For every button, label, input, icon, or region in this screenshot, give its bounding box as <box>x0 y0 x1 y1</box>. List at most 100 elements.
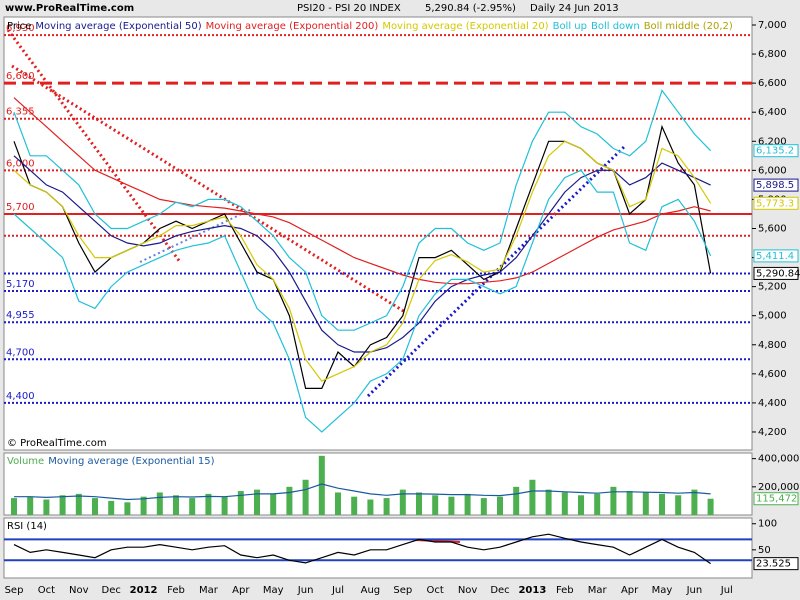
bar <box>448 496 455 515</box>
bar <box>545 489 552 515</box>
legend-entry: Moving average (Exponential 50) <box>35 21 201 32</box>
level-label: 6,000 <box>6 158 35 169</box>
y-tick-label: 6,600 <box>758 78 787 89</box>
x-tick-label: Sep <box>5 585 24 596</box>
level-label: 6,355 <box>6 107 35 118</box>
x-tick-label: Feb <box>556 585 574 596</box>
x-tick-label: Mar <box>199 585 219 596</box>
x-tick-label: Jun <box>686 585 703 596</box>
bar <box>642 492 649 515</box>
chart-title: PSI20 - PSI 20 INDEX <box>297 3 401 14</box>
level-label: 5,170 <box>6 279 35 290</box>
period: Daily 24 Jun 2013 <box>530 3 619 14</box>
bar <box>513 486 520 515</box>
y-tick-label: 4,800 <box>758 340 787 351</box>
x-tick-label: Dec <box>102 585 121 596</box>
last-value-box <box>753 144 799 158</box>
last-value-label: 5,411.4 <box>756 251 794 262</box>
bar <box>626 491 633 515</box>
bar <box>691 489 698 515</box>
y-tick-label: 100 <box>758 519 777 530</box>
level-label: 6,930 <box>6 23 35 34</box>
bar <box>383 498 390 515</box>
trend-line <box>6 29 182 263</box>
series-line <box>13 97 711 285</box>
bar <box>140 496 147 515</box>
bar <box>416 492 422 515</box>
bar <box>189 498 196 515</box>
legend-entry: Boll middle (20,2) <box>644 21 733 32</box>
series-line <box>13 155 711 353</box>
bar <box>270 493 277 515</box>
bar <box>205 493 212 515</box>
last-value-label: 23.525 <box>756 559 791 570</box>
bar <box>108 500 115 515</box>
series-line <box>14 483 711 501</box>
bar <box>578 495 584 515</box>
bar <box>480 498 487 515</box>
legend-entry: Moving average (Exponential 20) <box>382 21 548 32</box>
y-tick-label: 6,800 <box>758 49 787 60</box>
last-value-label: 5,898.5 <box>756 180 794 191</box>
x-tick-label: Apr <box>232 585 250 596</box>
x-tick-label: May <box>263 585 284 596</box>
x-tick-label: Aug <box>361 585 381 596</box>
y-tick-label: 5,200 <box>758 282 787 293</box>
x-tick-label: May <box>652 585 673 596</box>
x-tick-label: Sep <box>393 585 412 596</box>
rsi-panel <box>3 517 753 579</box>
bar <box>11 498 17 515</box>
trend-line <box>11 64 406 314</box>
bar <box>173 495 179 515</box>
bar <box>43 499 50 515</box>
x-tick-label: Jun <box>297 585 314 596</box>
legend-entry: Boll up <box>553 21 587 32</box>
last-value-box <box>753 492 799 506</box>
y-tick-label: 4,200 <box>758 427 787 438</box>
bar <box>367 499 374 515</box>
legend-entry: Moving average (Exponential 15) <box>48 456 214 467</box>
bar <box>318 455 325 515</box>
x-tick-label: Mar <box>588 585 608 596</box>
legend-entry: Price <box>7 21 31 32</box>
y-tick-label: 4,600 <box>758 369 787 380</box>
bar <box>254 489 260 515</box>
y-tick-label: 50 <box>758 545 771 556</box>
level-label: 4,700 <box>6 347 35 358</box>
x-tick-label: Nov <box>458 585 478 596</box>
x-tick-label: Jul <box>720 585 733 596</box>
x-tick-label: 2012 <box>130 585 158 596</box>
y-tick-label: 6,000 <box>758 165 787 176</box>
legend-entry: Volume <box>7 456 44 467</box>
last-value-box <box>753 178 799 192</box>
x-tick-label: 2013 <box>518 585 546 596</box>
y-tick-label: 400,000 <box>758 454 799 465</box>
level-label: 4,955 <box>6 310 35 321</box>
source: www.ProRealTime.com <box>5 3 134 14</box>
series-line <box>13 533 711 565</box>
legend-entry: Boll down <box>591 21 640 32</box>
x-tick-label: Jul <box>331 585 344 596</box>
legend-entry: Moving average (Exponential 200) <box>206 21 379 32</box>
level-label: 6,600 <box>6 71 35 82</box>
x-tick-label: Apr <box>621 585 639 596</box>
series-line <box>13 169 712 433</box>
y-tick-label: 6,200 <box>758 136 787 147</box>
y-tick-label: 4,400 <box>758 398 787 409</box>
bar <box>659 493 665 515</box>
bar <box>92 498 98 515</box>
last-value-label: 5,773.3 <box>756 198 794 209</box>
bar <box>302 479 309 515</box>
bar <box>464 493 471 515</box>
x-tick-label: Oct <box>38 585 55 596</box>
last-value-box <box>753 266 799 280</box>
bar <box>335 492 341 515</box>
series-line <box>13 89 712 331</box>
y-tick-label: 5,600 <box>758 223 787 234</box>
x-tick-label: Nov <box>69 585 89 596</box>
y-tick-label: 200,000 <box>758 482 799 493</box>
y-tick-label: 7,000 <box>758 20 787 31</box>
bar <box>432 495 439 515</box>
x-tick-label: Feb <box>167 585 185 596</box>
